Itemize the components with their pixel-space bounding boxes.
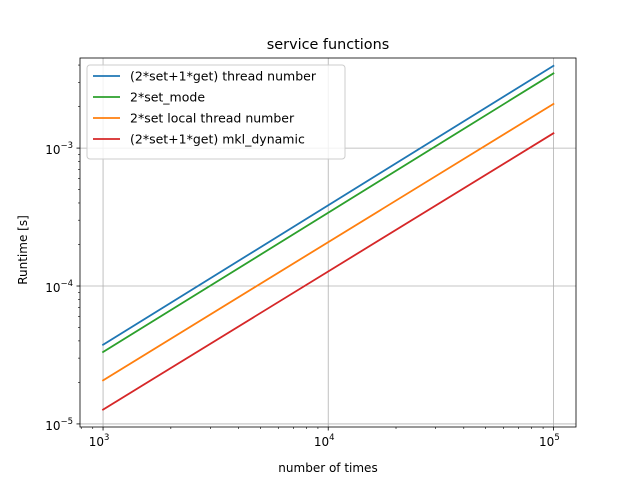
legend-box: [86, 64, 346, 160]
legend-label-3: (2*set+1*get) mkl_dynamic: [130, 132, 305, 147]
axes-frame: [79, 57, 577, 428]
x-axis-label: number of times: [278, 461, 377, 475]
x-tick-label-1: 104: [314, 433, 335, 449]
plot-area: 103 104 105 10−5 10−4 10−3 (2*set+1*get) threa…: [45, 57, 577, 449]
legend: (2*set+1*get) thread number 2*set_mode 2*s…: [86, 64, 346, 160]
chart-title: service functions: [267, 37, 389, 53]
series-line-2: [101, 102, 555, 382]
legend-label-0: (2*set+1*get) thread number: [130, 69, 317, 84]
x-tick-label-2: 105: [539, 433, 560, 449]
y-tick-label-2: 10−3: [45, 141, 73, 157]
legend-label-2: 2*set local thread number: [130, 111, 295, 126]
y-axis-label: Runtime [s]: [16, 215, 30, 285]
series-line-0: [101, 64, 555, 346]
y-tick-label-1: 10−4: [45, 279, 73, 295]
series-line-1: [101, 72, 555, 354]
y-tick-label-0: 10−5: [45, 417, 73, 433]
legend-label-1: 2*set_mode: [130, 90, 205, 105]
series-line-3: [101, 132, 555, 411]
x-tick-label-0: 103: [89, 433, 110, 449]
